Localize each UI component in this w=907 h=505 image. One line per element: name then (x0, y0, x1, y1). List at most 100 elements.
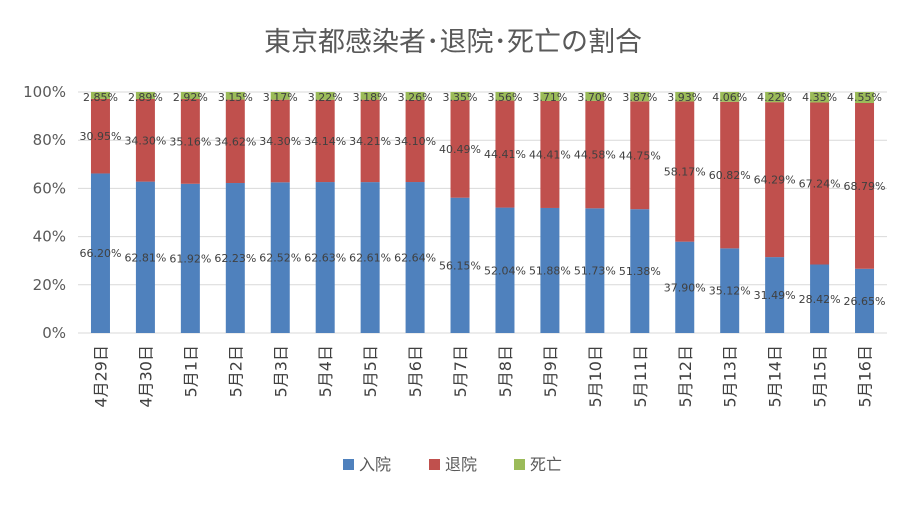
bar-segment (135, 98, 155, 182)
bar-segment (720, 248, 740, 333)
bar-segment (135, 92, 155, 99)
data-label: 60.82% (709, 169, 751, 182)
bar-segment (315, 92, 335, 100)
data-label: 3.26% (398, 91, 433, 104)
bar-segment (360, 92, 380, 100)
x-tick-label: 5月14日 (766, 345, 785, 408)
y-tick-label: 100% (23, 83, 66, 101)
data-label: 34.14% (304, 135, 346, 148)
bar-segment (855, 102, 875, 269)
bar-segment (90, 98, 110, 174)
x-tick-label: 5月3日 (271, 345, 290, 397)
data-label: 62.23% (214, 252, 256, 265)
data-label: 31.49% (754, 289, 796, 302)
data-label: 4.35% (802, 91, 837, 104)
y-tick-label: 0% (42, 324, 66, 342)
x-tick-label: 5月10日 (586, 345, 605, 408)
y-tick-label: 40% (33, 228, 66, 246)
data-label: 2.92% (173, 91, 208, 104)
data-label: 28.42% (799, 293, 841, 306)
bars (90, 91, 875, 333)
data-label: 4.06% (712, 91, 747, 104)
data-label: 3.87% (622, 91, 657, 104)
bar-segment (180, 92, 200, 100)
bar-segment (630, 209, 650, 333)
bar-segment (90, 92, 110, 99)
data-label: 67.24% (799, 177, 841, 190)
bar-segment (630, 101, 650, 210)
data-label: 62.81% (124, 251, 166, 264)
data-label: 51.88% (529, 264, 571, 277)
bar-segment (855, 92, 875, 103)
bar-segment (405, 182, 425, 333)
data-label: 62.52% (259, 252, 301, 265)
bar-segment (765, 257, 785, 333)
bar-segment (270, 92, 290, 100)
data-label: 52.04% (484, 264, 526, 277)
bar-segment (675, 241, 695, 333)
data-label: 35.16% (169, 135, 211, 148)
bar-segment (675, 92, 695, 102)
data-label: 3.35% (443, 91, 478, 104)
data-label: 34.10% (394, 135, 436, 148)
bar-segment (315, 182, 335, 333)
x-tick-label: 5月13日 (721, 345, 740, 408)
bar-segment (225, 92, 245, 100)
bar-segment (540, 100, 560, 208)
data-label: 4.55% (847, 91, 882, 104)
legend-swatch (429, 459, 440, 470)
y-tick-label: 60% (33, 179, 66, 197)
bar-segment (225, 99, 245, 184)
x-tick-label: 4月30日 (136, 345, 155, 408)
y-tick-label: 80% (33, 131, 66, 149)
legend-label: 退院 (445, 455, 477, 474)
bar-segment (135, 181, 155, 333)
data-label: 3.22% (308, 91, 343, 104)
x-axis-ticks: 4月29日 4月30日 5月1日 5月2日 5月3日 5月4日 5月5日 5月6日 5月7日 5月… (91, 345, 874, 408)
data-label: 3.71% (532, 91, 567, 104)
x-tick-label: 5月12日 (676, 345, 695, 408)
data-label: 3.15% (218, 91, 253, 104)
data-label: 35.12% (709, 285, 751, 298)
bar-segment (720, 101, 740, 249)
bar-segment (270, 182, 290, 333)
bar-segment (765, 102, 785, 258)
bar-segment (270, 99, 290, 183)
bar-segment (810, 264, 830, 333)
data-label: 51.38% (619, 265, 661, 278)
bar-segment (765, 92, 785, 103)
y-tick-label: 20% (33, 276, 66, 294)
y-axis-ticks: 0% 20% 40% 60% 80% 100% (23, 83, 66, 342)
data-label: 3.70% (577, 91, 612, 104)
bar-segment (810, 102, 830, 265)
data-label: 34.62% (214, 135, 256, 148)
bar-segment (405, 99, 425, 183)
data-label: 34.30% (259, 135, 301, 148)
data-label: 66.20% (79, 247, 121, 260)
bar-segment (585, 208, 605, 333)
data-label: 56.15% (439, 259, 481, 272)
x-tick-label: 5月7日 (451, 345, 470, 397)
bar-segment (315, 99, 335, 183)
x-tick-label: 5月15日 (811, 345, 830, 408)
data-label: 3.18% (353, 91, 388, 104)
bar-segment (360, 182, 380, 333)
x-tick-label: 5月5日 (361, 345, 380, 397)
bar-segment (675, 101, 695, 242)
bar-segment (855, 268, 875, 333)
data-label: 3.17% (263, 91, 298, 104)
x-tick-label: 5月6日 (406, 345, 425, 397)
bar-segment (180, 183, 200, 333)
data-label: 44.41% (529, 148, 571, 161)
bar-segment (180, 99, 200, 184)
bar-segment (450, 100, 470, 198)
x-tick-label: 5月4日 (316, 345, 335, 397)
data-label: 3.93% (667, 91, 702, 104)
data-label: 40.49% (439, 143, 481, 156)
bar-segment (450, 197, 470, 333)
bar-segment (585, 100, 605, 209)
gridlines (78, 91, 887, 334)
data-label: 3.56% (487, 91, 522, 104)
